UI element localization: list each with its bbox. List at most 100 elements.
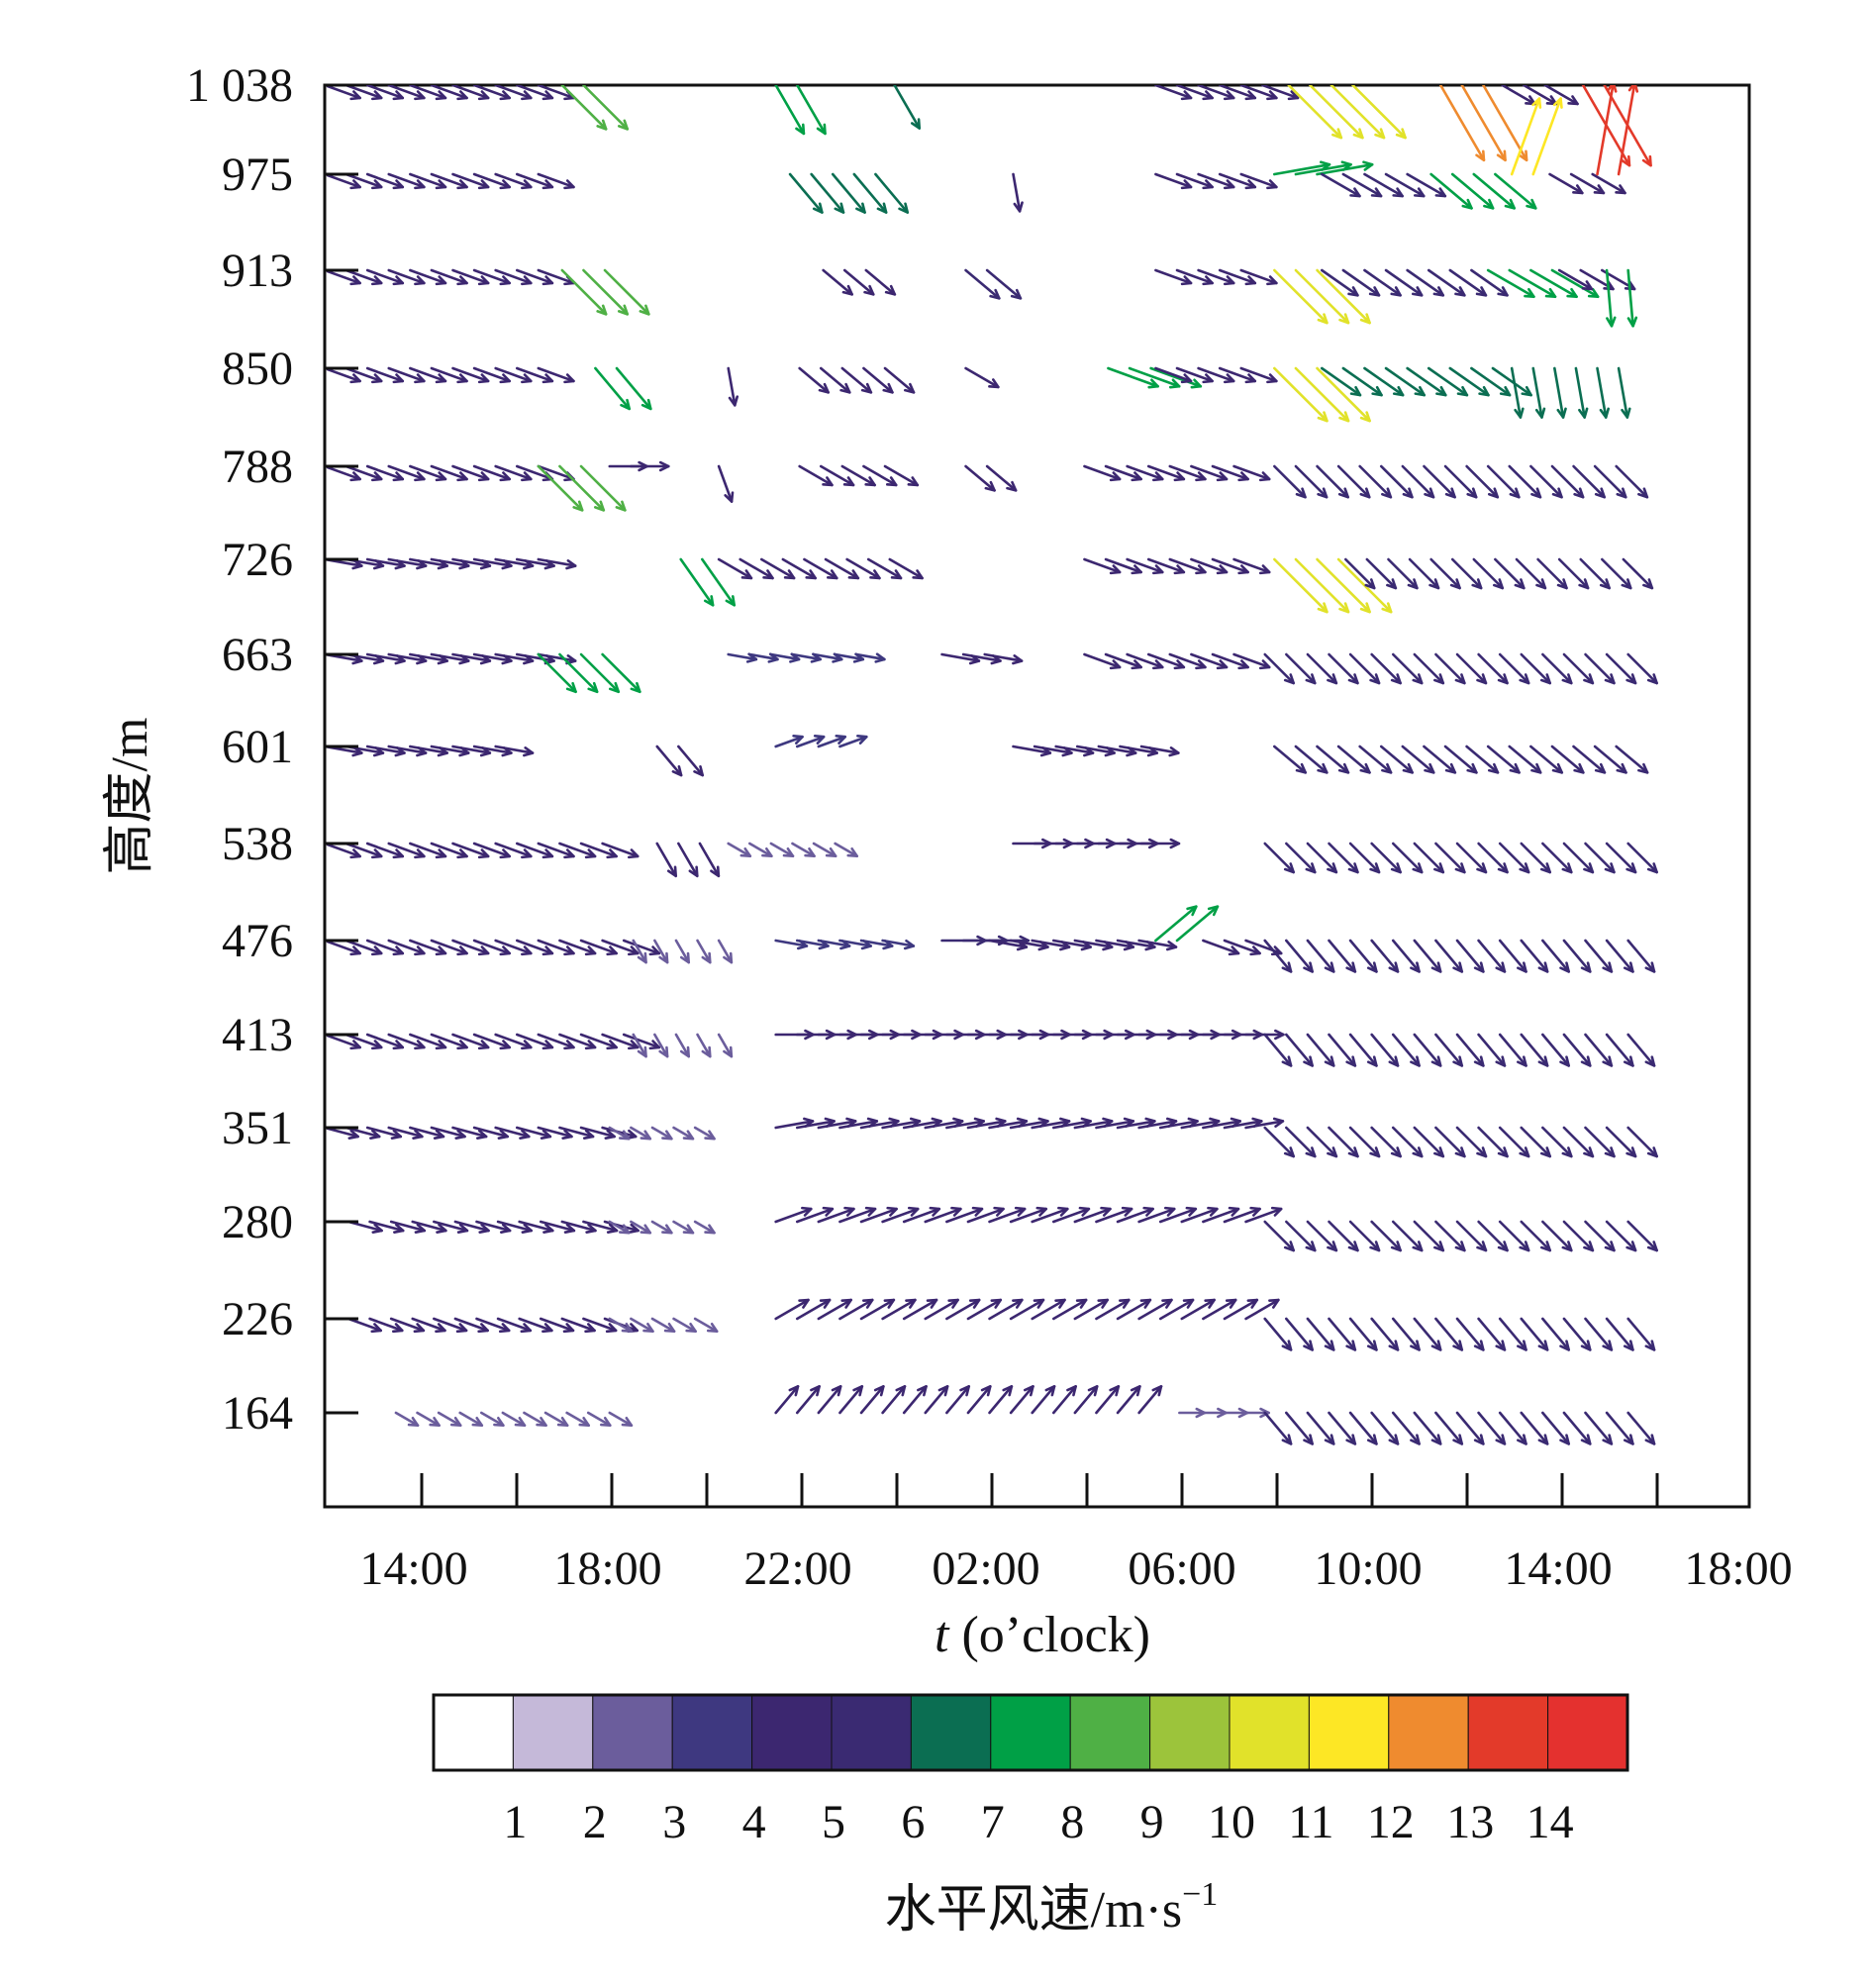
wind-vector bbox=[1263, 842, 1296, 874]
wind-vector bbox=[1190, 652, 1229, 670]
colorbar-swatch bbox=[831, 1694, 912, 1771]
wind-vector bbox=[1617, 85, 1639, 176]
wind-vector bbox=[608, 1317, 634, 1334]
wind-vector bbox=[579, 1126, 616, 1140]
wind-vector bbox=[1529, 464, 1563, 499]
wind-vector bbox=[1406, 366, 1447, 397]
wind-vector bbox=[842, 268, 875, 296]
wind-vector bbox=[1605, 1126, 1637, 1158]
wind-vector bbox=[881, 1385, 907, 1415]
wind-vector bbox=[1450, 172, 1495, 210]
wind-vector bbox=[1494, 557, 1526, 590]
wind-vector bbox=[451, 1126, 488, 1140]
wind-vector bbox=[494, 366, 533, 384]
wind-vector bbox=[1593, 464, 1627, 499]
wind-vector bbox=[693, 1220, 716, 1235]
wind-vector bbox=[582, 1220, 619, 1234]
wind-vector bbox=[601, 652, 641, 694]
wind-vector bbox=[1358, 745, 1393, 774]
wind-vector bbox=[1306, 1220, 1338, 1252]
wind-vector bbox=[586, 1411, 612, 1428]
wind-vector bbox=[1515, 557, 1547, 590]
wind-vector bbox=[430, 1033, 468, 1050]
wind-vector bbox=[1348, 652, 1381, 685]
wind-vector bbox=[1202, 1206, 1240, 1224]
wind-vector bbox=[451, 268, 490, 286]
wind-vector bbox=[803, 557, 838, 580]
wind-vector bbox=[1285, 1411, 1314, 1445]
wind-vector bbox=[1175, 905, 1220, 943]
wind-vector bbox=[1486, 268, 1535, 299]
wind-vector bbox=[791, 842, 816, 858]
wind-vector bbox=[1498, 1317, 1527, 1351]
wind-vector bbox=[579, 464, 627, 512]
wind-vector bbox=[601, 1033, 640, 1050]
wind-vector bbox=[1149, 366, 1203, 389]
wind-vector bbox=[1572, 464, 1607, 499]
wind-vector bbox=[1472, 557, 1505, 590]
wind-vector bbox=[1434, 1220, 1466, 1252]
wind-vector bbox=[798, 366, 830, 394]
colorbar-tick-label: 13 bbox=[1446, 1796, 1494, 1848]
wind-vector bbox=[696, 939, 712, 964]
wind-vector bbox=[1391, 652, 1424, 685]
y-tick-label: 788 bbox=[222, 441, 293, 493]
wind-vector bbox=[365, 85, 405, 101]
wind-vector bbox=[1615, 745, 1649, 774]
wind-vector bbox=[515, 172, 554, 190]
wind-vector bbox=[1569, 172, 1606, 195]
wind-vector bbox=[1328, 842, 1359, 874]
wind-vector bbox=[1190, 557, 1229, 575]
wind-vector bbox=[409, 464, 447, 482]
wind-vector bbox=[988, 1206, 1027, 1224]
wind-vector bbox=[515, 366, 554, 384]
wind-vector bbox=[389, 1220, 427, 1234]
wind-vector bbox=[924, 1298, 959, 1321]
wind-vector bbox=[1126, 557, 1164, 575]
wind-vector bbox=[365, 172, 405, 190]
wind-vector bbox=[1244, 1298, 1280, 1321]
wind-vector bbox=[1328, 1220, 1359, 1252]
wind-vector bbox=[451, 172, 490, 190]
wind-vector bbox=[795, 1298, 832, 1321]
wind-vector bbox=[1605, 652, 1637, 685]
wind-vector bbox=[1348, 842, 1381, 874]
wind-vector bbox=[881, 1206, 920, 1224]
wind-vector bbox=[601, 939, 640, 956]
colorbar-tick-label: 3 bbox=[662, 1796, 686, 1848]
wind-vector bbox=[409, 1033, 447, 1050]
wind-vector bbox=[1543, 85, 1579, 106]
wind-vector bbox=[1391, 1317, 1421, 1351]
wind-vector bbox=[430, 464, 468, 482]
wind-vector bbox=[494, 1126, 531, 1140]
wind-vector bbox=[582, 268, 630, 316]
wind-vector bbox=[494, 745, 535, 757]
wind-vector bbox=[1363, 366, 1405, 397]
wind-vector bbox=[1180, 1206, 1219, 1224]
wind-vector bbox=[1073, 1298, 1109, 1321]
wind-vector bbox=[501, 1411, 527, 1428]
wind-vector bbox=[824, 557, 860, 580]
wind-vector bbox=[1287, 85, 1343, 140]
wind-vector bbox=[1465, 464, 1500, 499]
y-tick-label: 164 bbox=[222, 1387, 293, 1440]
wind-vector bbox=[537, 1126, 573, 1140]
wind-vector bbox=[1306, 1126, 1338, 1158]
wind-vector bbox=[1197, 172, 1235, 190]
wind-vector bbox=[430, 842, 468, 859]
wind-vector bbox=[1605, 842, 1637, 874]
wind-vector bbox=[655, 842, 678, 878]
wind-vector bbox=[964, 366, 1000, 389]
colorbar-tick-label: 9 bbox=[1140, 1796, 1164, 1848]
wind-vector bbox=[1348, 1411, 1378, 1445]
x-tick-label: 18:00 bbox=[553, 1542, 661, 1595]
wind-vector bbox=[795, 1206, 835, 1224]
y-tick-label: 726 bbox=[222, 534, 293, 586]
wind-vector bbox=[327, 269, 361, 286]
wind-vector bbox=[862, 464, 898, 487]
wind-vector bbox=[1520, 1126, 1552, 1158]
wind-vector bbox=[1285, 1126, 1317, 1158]
wind-vector bbox=[1557, 268, 1594, 291]
wind-vector bbox=[1341, 268, 1381, 297]
wind-vector bbox=[1154, 172, 1193, 190]
